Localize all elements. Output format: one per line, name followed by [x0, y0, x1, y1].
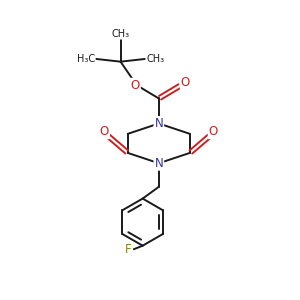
Text: O: O — [100, 125, 109, 138]
Text: CH₃: CH₃ — [146, 54, 164, 64]
Text: N: N — [154, 117, 163, 130]
Text: CH₃: CH₃ — [112, 29, 130, 39]
Text: N: N — [154, 157, 163, 170]
Text: O: O — [181, 76, 190, 89]
Text: F: F — [125, 243, 132, 256]
Text: H₃C: H₃C — [77, 54, 95, 64]
Text: O: O — [131, 79, 140, 92]
Text: O: O — [209, 125, 218, 138]
